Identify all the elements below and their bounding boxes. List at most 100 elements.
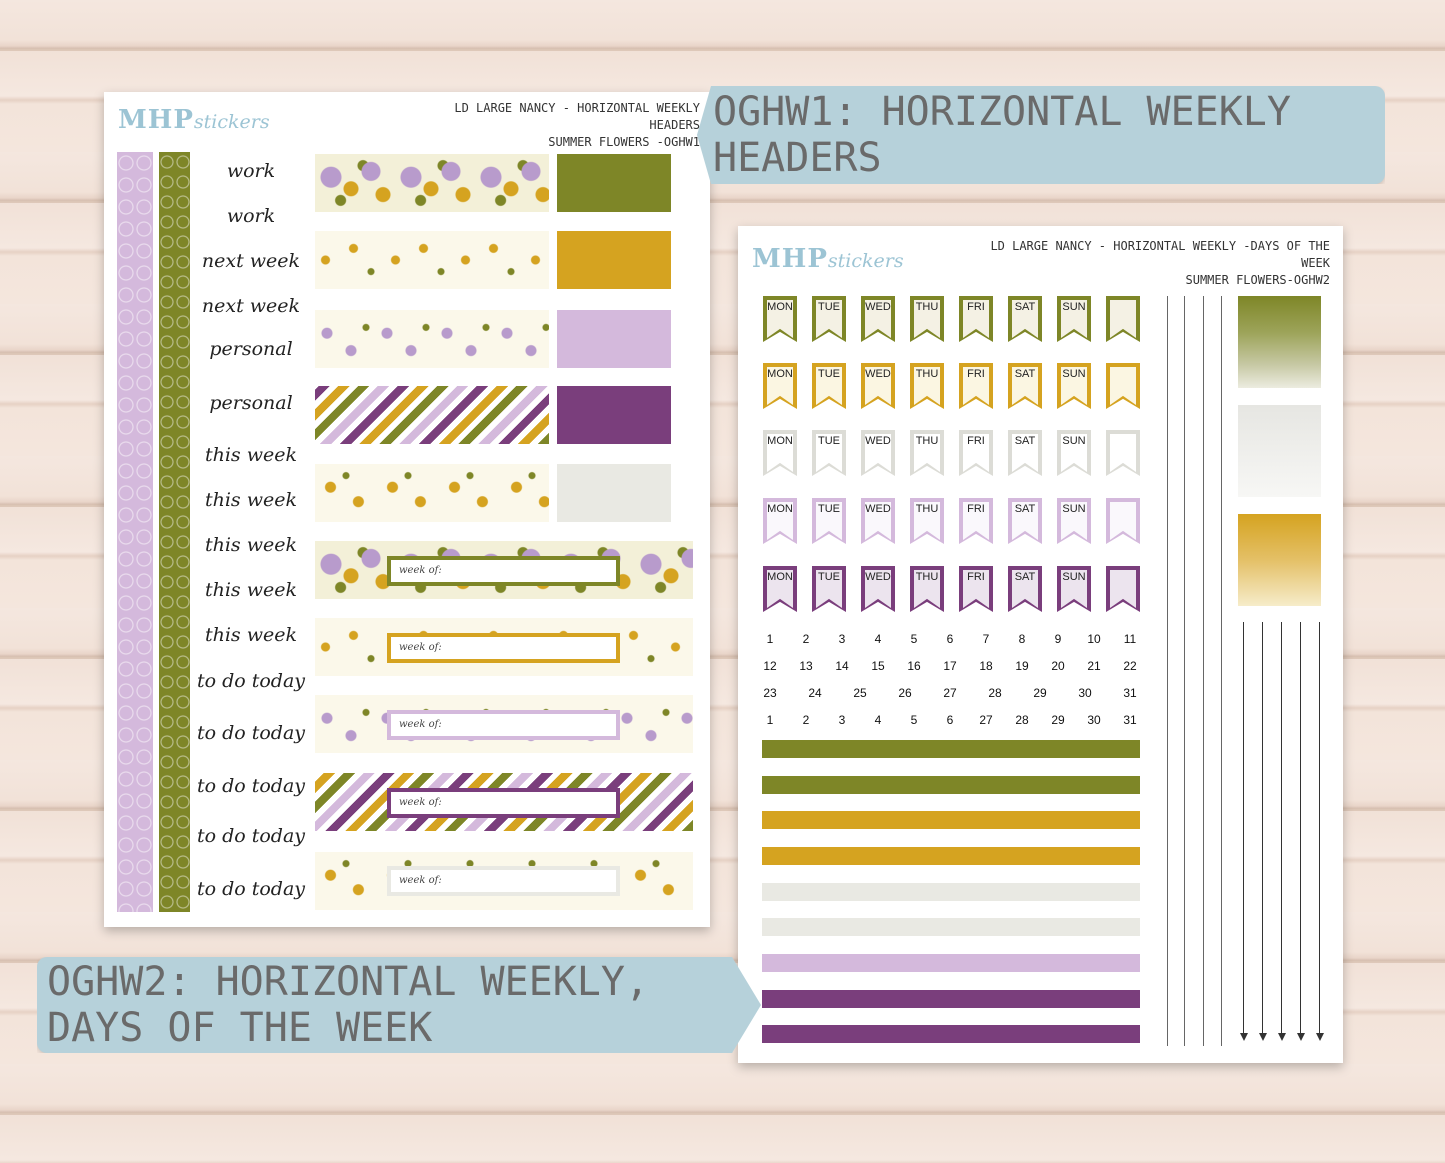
week-of-box: week of: — [387, 710, 620, 740]
date-number: 4 — [874, 632, 882, 646]
arrow-head-icon — [1240, 1033, 1248, 1041]
logo-main-text: MHP — [118, 105, 194, 135]
day-flag-label: SAT — [1014, 571, 1036, 583]
striped-header-strip — [315, 386, 549, 444]
date-number: 6 — [946, 632, 954, 646]
lavender-swatch — [557, 310, 671, 368]
day-flag: MON — [763, 363, 797, 409]
day-flag-label: SUN — [1062, 503, 1086, 515]
day-flag-label: TUE — [818, 435, 840, 447]
day-flag-label: FRI — [967, 571, 985, 583]
day-flag: FRI — [959, 296, 993, 342]
date-number: 29 — [1033, 686, 1047, 700]
date-number: 31 — [1123, 713, 1137, 727]
arrow-line — [1319, 622, 1320, 1038]
arrow-head-icon — [1297, 1033, 1305, 1041]
day-flag-label: FRI — [967, 301, 985, 313]
date-number: 26 — [898, 686, 912, 700]
week-of-box: week of: — [387, 866, 620, 896]
day-flag-label: MON — [767, 301, 793, 313]
day-flag-label: MON — [767, 435, 793, 447]
day-flag: SAT — [1008, 430, 1042, 476]
wood-plank-seam — [0, 656, 1445, 659]
sheet1-title: LD LARGE NANCY - HORIZONTAL WEEKLY HEADE… — [400, 100, 700, 151]
date-number: 27 — [979, 713, 993, 727]
date-number: 1 — [766, 713, 774, 727]
date-number: 16 — [907, 659, 921, 673]
wood-plank-seam — [0, 1112, 1445, 1115]
sprig-header-strip — [315, 231, 549, 289]
plum-washi-bar — [762, 1025, 1140, 1043]
date-number: 22 — [1123, 659, 1137, 673]
gray-washi-bar — [762, 883, 1140, 901]
day-flag: FRI — [959, 566, 993, 612]
mhp-logo: MHPstickers — [752, 244, 904, 274]
olive-floral-vertical-strip — [159, 152, 190, 912]
arrow-line — [1243, 622, 1244, 1038]
vertical-divider-line — [1167, 296, 1168, 1046]
week-of-box: week of: — [387, 556, 620, 586]
script-label: personal — [209, 338, 293, 360]
date-number: 27 — [943, 686, 957, 700]
day-flag: FRI — [959, 363, 993, 409]
date-number: 14 — [835, 659, 849, 673]
day-flag-label: SUN — [1062, 435, 1086, 447]
day-flag-label: SUN — [1062, 301, 1086, 313]
date-number: 6 — [946, 713, 954, 727]
day-flag: SAT — [1008, 296, 1042, 342]
day-flag-label: MON — [767, 571, 793, 583]
day-flag: TUE — [812, 566, 846, 612]
ditsy-header-strip — [315, 310, 549, 368]
date-number: 3 — [838, 632, 846, 646]
week-of-box: week of: — [387, 788, 620, 818]
floral-header-strip — [315, 154, 549, 212]
date-number: 31 — [1123, 686, 1137, 700]
sheet2-title: LD LARGE NANCY - HORIZONTAL WEEKLY -DAYS… — [960, 238, 1330, 289]
date-number: 17 — [943, 659, 957, 673]
oghw1-banner-text: OGHW1: HORIZONTAL WEEKLY HEADERS — [713, 89, 1291, 181]
sheet2-title-line2: SUMMER FLOWERS-OGHW2 — [1185, 273, 1331, 287]
date-number: 2 — [802, 632, 810, 646]
day-flag-label: MON — [767, 368, 793, 380]
date-number: 28 — [988, 686, 1002, 700]
date-number: 21 — [1087, 659, 1101, 673]
arrow-line — [1300, 622, 1301, 1038]
date-number: 13 — [799, 659, 813, 673]
olive-swatch — [557, 154, 671, 212]
lavender-washi-bar — [762, 954, 1140, 972]
date-number: 19 — [1015, 659, 1029, 673]
day-flag-label: WED — [865, 435, 891, 447]
gray-swatch — [557, 464, 671, 522]
week-of-box: week of: — [387, 633, 620, 663]
script-label: to do today — [196, 775, 306, 797]
date-number: 5 — [910, 713, 918, 727]
day-flag-label: SAT — [1014, 301, 1036, 313]
script-label: this week — [204, 579, 297, 601]
script-label: to do today — [196, 878, 306, 900]
logo-sub-text: stickers — [193, 111, 270, 133]
day-flag: SUN — [1057, 498, 1091, 544]
sheet1-title-line1: LD LARGE NANCY - HORIZONTAL WEEKLY HEADE… — [454, 101, 700, 132]
day-flag-label: SAT — [1014, 503, 1036, 515]
day-flag: FRI — [959, 430, 993, 476]
day-flag-label: WED — [865, 368, 891, 380]
oghw2-banner: OGHW2: HORIZONTAL WEEKLY, DAYS OF THE WE… — [37, 957, 761, 1053]
day-flag-label: SUN — [1062, 368, 1086, 380]
plum-washi-bar — [762, 990, 1140, 1008]
mhp-logo: MHPstickers — [118, 105, 270, 135]
day-flag-label: SAT — [1014, 435, 1036, 447]
day-flag: WED — [861, 430, 895, 476]
vertical-divider-line — [1221, 296, 1222, 1046]
day-flag-label: THU — [915, 301, 939, 313]
wood-plank-seam — [0, 808, 1445, 811]
date-number: 1 — [766, 632, 774, 646]
oghw1-banner: OGHW1: HORIZONTAL WEEKLY HEADERS — [697, 86, 1385, 184]
wood-plank-seam — [0, 48, 1445, 51]
script-label: this week — [204, 444, 297, 466]
sheet2-title-line1: LD LARGE NANCY - HORIZONTAL WEEKLY -DAYS… — [990, 239, 1330, 270]
day-flag-label: THU — [915, 503, 939, 515]
day-flag: THU — [910, 498, 944, 544]
day-flag: THU — [910, 430, 944, 476]
day-flag: MON — [763, 430, 797, 476]
arrow-head-icon — [1316, 1033, 1324, 1041]
